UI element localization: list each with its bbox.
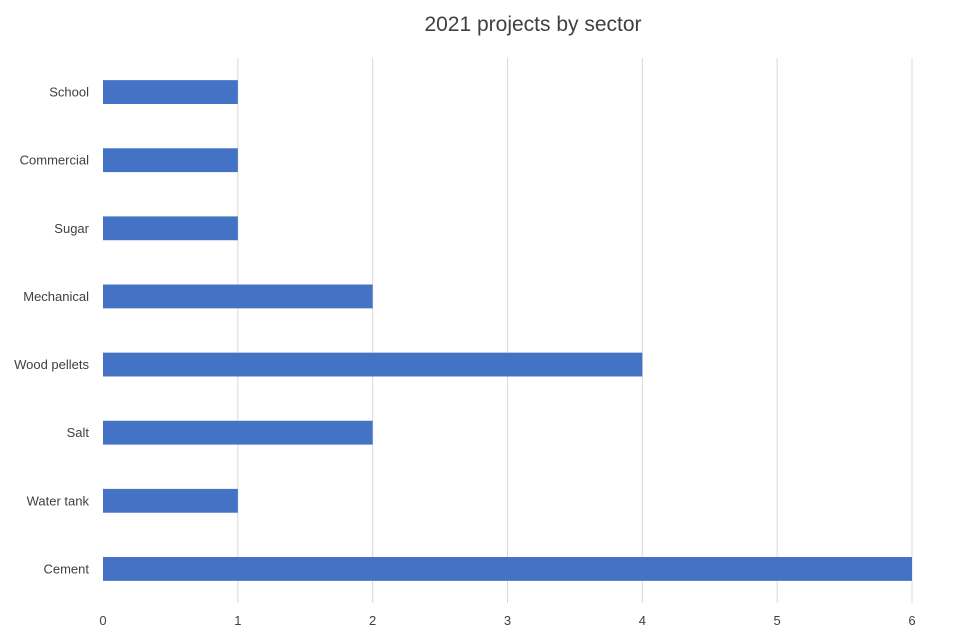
x-tick-label: 1 [234, 613, 241, 628]
y-tick-label: Mechanical [23, 289, 89, 304]
y-tick-label: Wood pellets [14, 357, 89, 372]
bar-sugar [103, 216, 238, 241]
bar-cement [103, 557, 912, 581]
y-tick-label: Commercial [20, 153, 89, 168]
bar-salt [103, 420, 373, 445]
y-tick-label: School [49, 85, 89, 100]
bars [103, 80, 912, 581]
x-tick-label: 2 [369, 613, 376, 628]
bar-wood-pellets [103, 352, 643, 377]
x-tick-label: 5 [774, 613, 781, 628]
x-tick-label: 3 [504, 613, 511, 628]
x-tick-label: 0 [99, 613, 106, 628]
y-tick-label: Water tank [27, 493, 90, 508]
x-axis-tick-labels: 0 1 2 3 4 5 6 [99, 613, 915, 628]
bar-mechanical [103, 284, 373, 309]
bar-school [103, 80, 238, 104]
y-tick-label: Sugar [54, 221, 89, 236]
chart-title: 2021 projects by sector [424, 13, 641, 36]
gridlines [237, 58, 913, 603]
x-tick-label: 4 [639, 613, 646, 628]
bar-water-tank [103, 488, 238, 513]
y-tick-label: Salt [67, 425, 90, 440]
y-axis-tick-labels: School Commercial Sugar Mechanical Wood pell… [14, 85, 90, 577]
y-tick-label: Cement [43, 561, 89, 576]
bar-commercial [103, 148, 238, 173]
x-tick-label: 6 [908, 613, 915, 628]
